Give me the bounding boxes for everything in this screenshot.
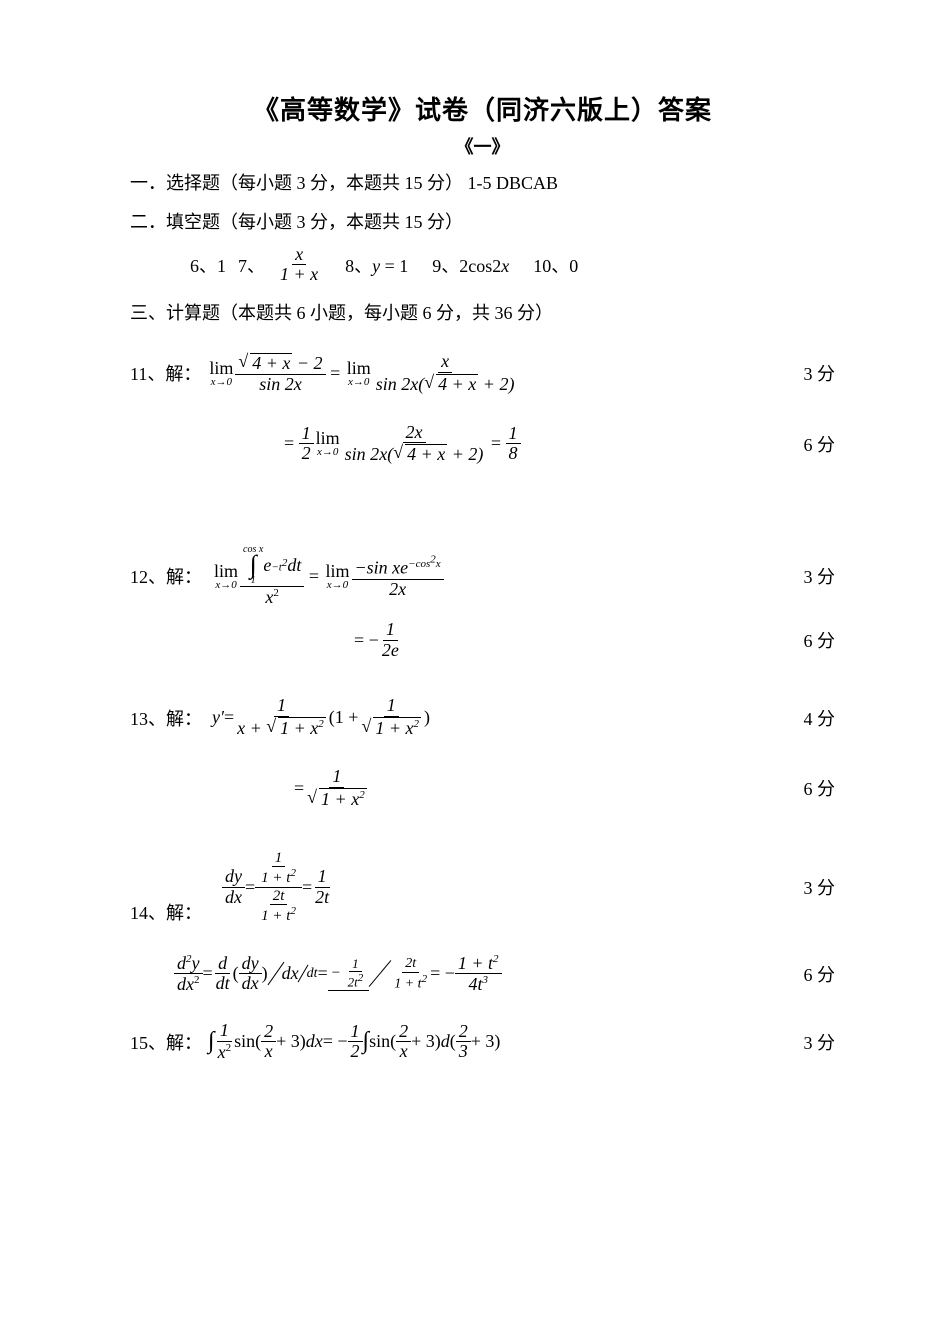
fb-7-den: 1 + x [277, 265, 321, 285]
fb-9: 9、2cos2x [432, 252, 509, 278]
section-1: 一．选择题（每小题 3 分，本题共 15 分） 1-5 DBCAB [130, 169, 835, 198]
fb-6: 6、1 [190, 252, 226, 278]
fb-8: 8、y = 1 [345, 252, 408, 278]
q11-score6: 6 分 [804, 431, 836, 457]
q11-expr1: limx→0 √4 + x − 2 sin 2x = limx→0 x sin … [207, 352, 517, 395]
q14-line2: d2ydx2 = ddt (dydx) dx dt = − 12t2 2t1 +… [170, 953, 835, 996]
q11-label: 11、解： [130, 360, 201, 386]
q11-expr2: = 12 limx→0 2x sin 2x(√4 + x + 2) = 18 [284, 423, 521, 466]
q13-score4: 4 分 [804, 705, 836, 731]
doc-title: 《高等数学》试卷（同济六版上）答案 [130, 90, 835, 127]
q14-line1: 14、解： dydx = 11 + t2 2t1 + t2 = 12t 3 分 [130, 850, 835, 925]
q13-line2: = 1 √1 + x2 6 分 [290, 767, 835, 810]
q11-line1: 11、解： limx→0 √4 + x − 2 sin 2x = limx→0 … [130, 352, 835, 395]
fb-7-label: 7、 [238, 252, 265, 278]
q11-line2: = 12 limx→0 2x sin 2x(√4 + x + 2) = 18 6… [280, 423, 835, 466]
section-3: 三、计算题（本题共 6 小题，每小题 6 分，共 36 分） [130, 299, 835, 328]
fb-7-num: x [292, 245, 306, 266]
q12-line2: = − 12e 6 分 [350, 620, 835, 661]
fb-7-frac: x 1 + x [277, 245, 321, 286]
q12-expr1: limx→0 cos x∫1 e−t2dt x2 = limx→0 −sin x… [212, 545, 444, 608]
q14-score3: 3 分 [804, 874, 836, 900]
q12-expr2: = − 12e [354, 620, 402, 661]
doc-subtitle: 《一》 [130, 133, 835, 159]
q14-score6: 6 分 [804, 961, 836, 987]
q15-expr1: ∫ 1x2 sin(2x + 3)dx = − 12 ∫ sin(2x + 3)… [208, 1021, 500, 1063]
q15-line1: 15、解： ∫ 1x2 sin(2x + 3)dx = − 12 ∫ sin(2… [130, 1021, 835, 1063]
q13-expr1: y′ = 1 x + √1 + x2 (1 + 1 √1 + x2 ) [212, 696, 430, 739]
q13-label: 13、解： [130, 705, 202, 731]
q12-line1: 12、解： limx→0 cos x∫1 e−t2dt x2 = limx→0 … [130, 545, 835, 608]
q15-label: 15、解： [130, 1029, 202, 1055]
page: 《高等数学》试卷（同济六版上）答案 《一》 一．选择题（每小题 3 分，本题共 … [0, 0, 945, 1337]
q13-score6: 6 分 [804, 775, 836, 801]
fill-blank-answers: 6、1 7、 x 1 + x 8、y = 1 9、2cos2x 10、0 [190, 245, 835, 286]
q14-expr2: d2ydx2 = ddt (dydx) dx dt = − 12t2 2t1 +… [174, 953, 502, 996]
q14-expr1: dydx = 11 + t2 2t1 + t2 = 12t [222, 850, 332, 925]
q15-score3: 3 分 [804, 1029, 836, 1055]
q13-expr2: = 1 √1 + x2 [294, 767, 370, 810]
q13-line1: 13、解： y′ = 1 x + √1 + x2 (1 + 1 √1 + x2 … [130, 696, 835, 739]
q14-label: 14、解： [130, 899, 202, 925]
q12-label: 12、解： [130, 563, 202, 589]
q12-score3: 3 分 [804, 563, 836, 589]
fb-10: 10、0 [533, 252, 578, 278]
q12-score6: 6 分 [804, 627, 836, 653]
q11-score3: 3 分 [804, 360, 836, 386]
section-2: 二．填空题（每小题 3 分，本题共 15 分） [130, 208, 835, 237]
